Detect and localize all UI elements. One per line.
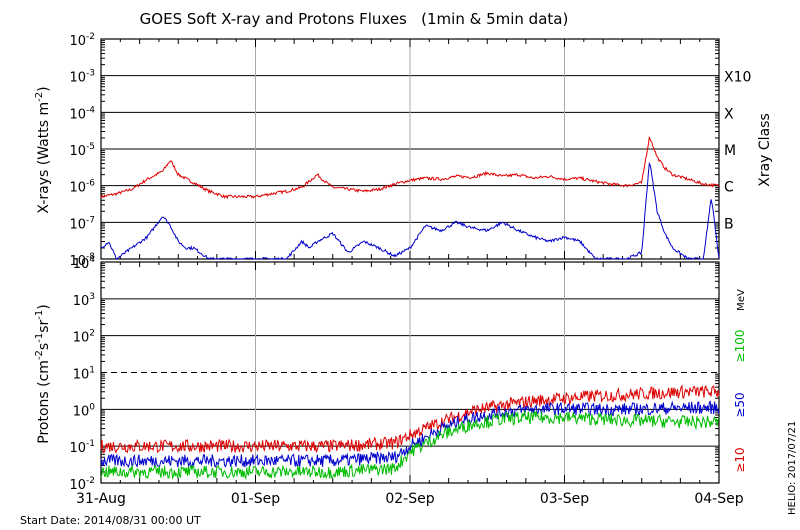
xray-panel: 10-8 10-7 10-6 10-5 10-4 10-3 10-2 X10 X M C B bbox=[69, 32, 751, 269]
y-tick-label: 10-1 bbox=[69, 439, 95, 456]
xray-class-axis-label: Xray Class bbox=[757, 113, 773, 187]
proton-axis-label-sup3: -1 bbox=[34, 310, 45, 320]
y-tick-label: 10-8 bbox=[69, 252, 95, 269]
proton-axis-label-sup2: -1 bbox=[34, 333, 45, 343]
y-tick-label: 10-7 bbox=[69, 215, 95, 232]
xray-class-label: X bbox=[724, 106, 734, 122]
proton-axis-label-pre: Protons (cm bbox=[36, 360, 52, 444]
xray-axis-label-close: ) bbox=[36, 86, 52, 91]
y-tick-label: 10-2 bbox=[69, 32, 95, 49]
plot-frame bbox=[100, 261, 720, 484]
series-line-0 bbox=[100, 384, 720, 454]
proton-axis-label: Protons (cm-2s-1sr-1) bbox=[34, 304, 52, 443]
proton-axis-label-mid1: s bbox=[36, 343, 52, 350]
xray-axis-label-main: X-rays (Watts m bbox=[36, 102, 52, 214]
xray-class-label: X10 bbox=[724, 70, 751, 86]
xray-class-label: B bbox=[724, 216, 734, 232]
energy-label: ≥100 bbox=[733, 330, 747, 363]
y-tick-label: 10-5 bbox=[69, 142, 95, 159]
x-tick-label: 04-Sep bbox=[694, 491, 743, 507]
energy-label: ≥10 bbox=[733, 447, 747, 472]
proton-axis-label-mid2: sr bbox=[36, 319, 52, 332]
xray-class-label: M bbox=[724, 143, 736, 159]
x-tick-label: 03-Sep bbox=[540, 491, 589, 507]
x-tick-label: 02-Sep bbox=[385, 491, 434, 507]
series-line-1 bbox=[100, 400, 720, 469]
series-line-2 bbox=[100, 409, 720, 481]
y-tick-label: 10-3 bbox=[69, 69, 95, 86]
y-tick-label: 10-6 bbox=[69, 179, 95, 196]
xray-axis-label-sup: -2 bbox=[34, 92, 45, 102]
xray-class-label: C bbox=[724, 180, 734, 196]
energy-label: ≥50 bbox=[733, 392, 747, 417]
y-tick-label: 104 bbox=[73, 255, 96, 272]
chart-title: GOES Soft X-ray and Protons Fluxes (1min… bbox=[140, 10, 569, 28]
y-tick-label: 10-2 bbox=[69, 476, 95, 493]
start-date-label: Start Date: 2014/08/31 00:00 UT bbox=[20, 514, 201, 527]
helio-credit: HELIO: 2017/07/21 bbox=[787, 421, 798, 515]
y-tick-label: 100 bbox=[73, 402, 96, 419]
x-tick-label: 01-Sep bbox=[231, 491, 280, 507]
y-tick-label: 101 bbox=[73, 366, 95, 383]
y-tick-label: 10-4 bbox=[69, 105, 95, 122]
x-tick-label: 31-Aug bbox=[76, 491, 126, 507]
y-tick-label: 103 bbox=[73, 292, 95, 309]
xray-axis-label: X-rays (Watts m-2) bbox=[34, 86, 52, 213]
energy-label: MeV bbox=[736, 289, 747, 311]
series-line-0 bbox=[100, 136, 720, 200]
plot-frame bbox=[100, 38, 720, 260]
y-tick-label: 102 bbox=[73, 329, 95, 346]
proton-axis-label-close: ) bbox=[36, 304, 52, 309]
series-line-1 bbox=[100, 161, 720, 260]
proton-panel: 10-2 10-1 100 101 102 103 104 31-Aug 01-Sep 02-Se… bbox=[69, 255, 747, 507]
proton-axis-label-sup1: -2 bbox=[34, 350, 45, 360]
